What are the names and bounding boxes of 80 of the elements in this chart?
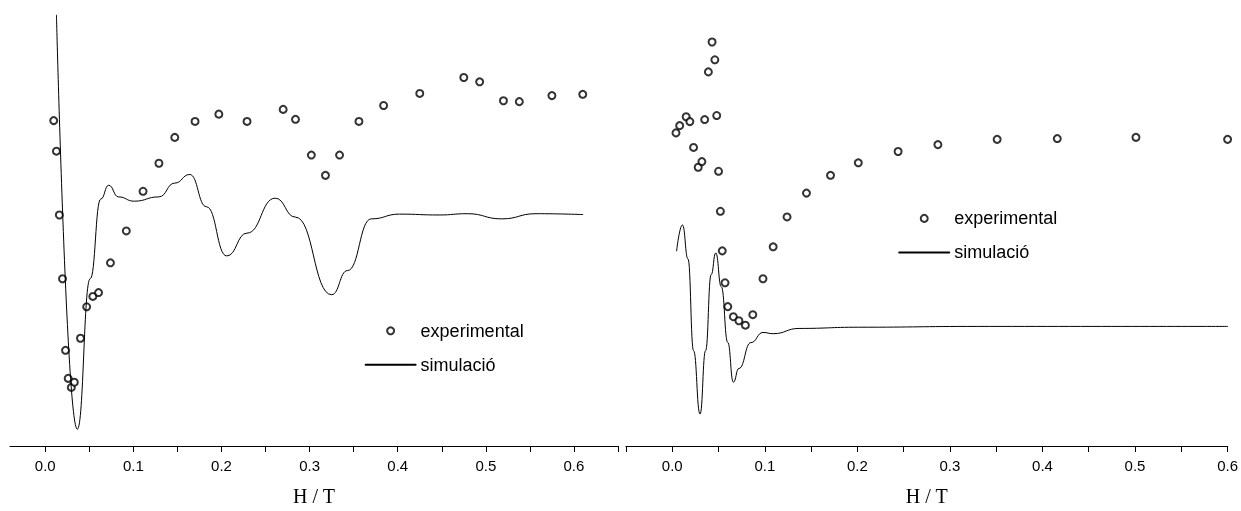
point	[514, 97, 524, 107]
x-tick-label: 0.2	[211, 457, 232, 474]
x-tick-label: 0.2	[846, 457, 868, 474]
point	[685, 117, 695, 127]
point	[714, 166, 724, 176]
point	[138, 186, 148, 196]
x-tick-label: 0.1	[122, 457, 144, 474]
point	[693, 162, 703, 172]
point	[728, 312, 738, 322]
point	[801, 188, 811, 198]
point	[715, 206, 725, 216]
legend-label: simulació	[954, 242, 1030, 263]
x-tick-label: 0.4	[1032, 457, 1053, 474]
legend-label: simulació	[420, 354, 496, 375]
point	[320, 170, 330, 180]
point	[190, 116, 200, 126]
point	[154, 158, 164, 168]
point	[700, 115, 710, 125]
point	[758, 274, 768, 284]
point	[335, 150, 345, 160]
legend-label: experimental	[420, 320, 524, 341]
point	[723, 302, 733, 312]
point	[242, 116, 252, 126]
point	[306, 150, 316, 160]
point	[675, 121, 685, 131]
point	[291, 114, 300, 124]
x-tick-label: 0.5	[475, 457, 497, 474]
point	[740, 320, 750, 330]
point	[379, 101, 389, 111]
x-tick-label: 0.0	[661, 457, 683, 474]
point	[170, 132, 180, 142]
point	[1052, 134, 1062, 144]
point	[498, 96, 508, 106]
x-axis-title: H / T	[293, 485, 335, 507]
point	[720, 278, 730, 288]
point	[94, 288, 104, 298]
x-tick-label: 0.4	[387, 457, 409, 474]
point	[121, 226, 131, 236]
x-tick-label: 0.6	[1217, 457, 1238, 474]
point	[214, 109, 224, 119]
point	[354, 116, 364, 126]
point	[61, 345, 71, 355]
x-tick-label: 0.1	[754, 457, 776, 474]
point	[734, 316, 744, 326]
point	[710, 55, 720, 65]
x-tick-label: 0.3	[299, 457, 321, 474]
point	[1131, 132, 1141, 142]
point	[707, 37, 717, 47]
point	[689, 142, 699, 152]
point	[578, 89, 588, 99]
point	[475, 77, 485, 87]
point	[49, 116, 59, 126]
point	[992, 134, 1002, 144]
point	[768, 242, 778, 252]
point	[459, 73, 469, 82]
point	[703, 67, 713, 77]
point	[76, 333, 85, 343]
point	[671, 128, 681, 138]
point	[782, 212, 792, 222]
legend-label: experimental	[954, 208, 1058, 229]
point	[105, 258, 115, 268]
point	[415, 88, 425, 98]
point	[933, 140, 943, 150]
point	[1223, 134, 1233, 144]
point	[893, 146, 903, 156]
point	[547, 91, 557, 101]
point	[717, 246, 727, 256]
point	[51, 146, 61, 156]
x-axis-title: H / T	[905, 485, 948, 507]
x-tick-label: 0.6	[563, 457, 585, 474]
point	[712, 111, 722, 121]
x-tick-label: 0.5	[1124, 457, 1146, 474]
x-tick-label: 0.3	[939, 457, 961, 474]
x-tick-label: 0.0	[34, 457, 56, 474]
point	[69, 377, 79, 387]
point	[826, 170, 836, 180]
point	[697, 157, 707, 167]
point	[853, 158, 863, 168]
point	[278, 104, 288, 114]
point	[748, 310, 758, 320]
